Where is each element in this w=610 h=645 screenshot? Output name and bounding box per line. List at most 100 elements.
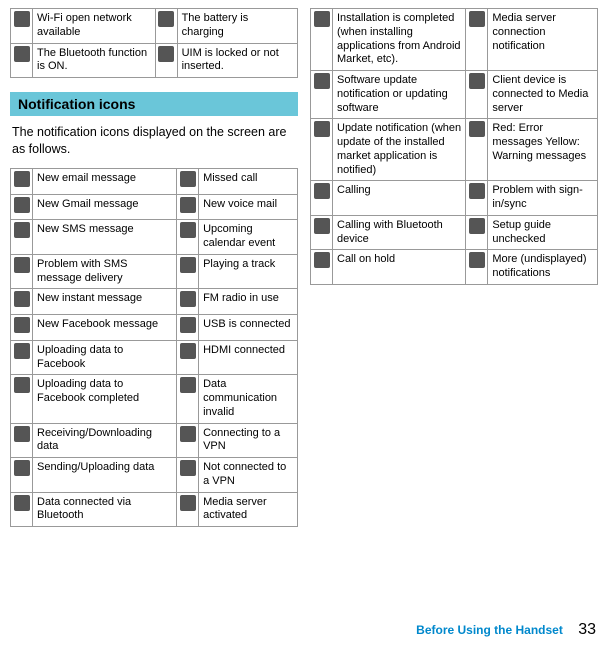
notif-icon-right <box>466 9 488 71</box>
table-row: Sending/Uploading data Not connected to … <box>11 458 298 493</box>
placeholder-icon <box>14 426 30 442</box>
status-desc-right: The battery is charging <box>177 9 297 44</box>
table-row: Wi-Fi open network available The battery… <box>11 9 298 44</box>
notif-icon-right <box>177 423 199 458</box>
status-icons-table-tail: Wi-Fi open network available The battery… <box>10 8 298 78</box>
placeholder-icon <box>180 171 196 187</box>
notif-desc-right: Not connected to a VPN <box>199 458 298 493</box>
table-row: Call on hold More (undisplayed) notifica… <box>311 250 598 285</box>
page-columns: Wi-Fi open network available The battery… <box>0 0 610 527</box>
notif-icon-left <box>311 9 333 71</box>
table-row: Software update notification or updating… <box>311 71 598 119</box>
table-row: Update notification (when update of the … <box>311 119 598 181</box>
notif-icon-left <box>11 375 33 423</box>
placeholder-icon <box>314 252 330 268</box>
placeholder-icon <box>14 291 30 307</box>
notif-desc-right: Playing a track <box>199 254 298 289</box>
notif-desc-right: Problem with sign-in/sync <box>488 181 598 216</box>
page-number: 33 <box>578 621 596 638</box>
notification-icons-heading: Notification icons <box>10 92 298 116</box>
notif-desc-right: More (undisplayed) notifications <box>488 250 598 285</box>
table-row: New Facebook message USB is connected <box>11 315 298 341</box>
notif-icon-right <box>177 458 199 493</box>
notif-icon-left <box>11 194 33 220</box>
notif-icon-right <box>466 215 488 250</box>
notif-icon-left <box>11 458 33 493</box>
status-icon-left <box>11 43 33 78</box>
table-row: New SMS message Upcoming calendar event <box>11 220 298 255</box>
table-row: Uploading data to Facebook completed Dat… <box>11 375 298 423</box>
notif-icon-right <box>466 250 488 285</box>
placeholder-icon <box>180 426 196 442</box>
notif-icon-left <box>11 423 33 458</box>
placeholder-icon <box>180 460 196 476</box>
table-row: New instant message FM radio in use <box>11 289 298 315</box>
notif-desc-left: New instant message <box>33 289 177 315</box>
notification-icons-table-left: New email message Missed call New Gmail … <box>10 168 298 527</box>
notif-desc-left: Software update notification or updating… <box>333 71 466 119</box>
notif-icon-left <box>311 215 333 250</box>
placeholder-icon <box>14 222 30 238</box>
notif-desc-left: New Gmail message <box>33 194 177 220</box>
placeholder-icon <box>14 197 30 213</box>
notif-icon-right <box>177 254 199 289</box>
notif-icon-right <box>177 375 199 423</box>
placeholder-icon <box>469 121 485 137</box>
placeholder-icon <box>469 73 485 89</box>
notif-desc-left: Installation is completed (when installi… <box>333 9 466 71</box>
notif-icon-right <box>177 315 199 341</box>
notif-desc-left: New email message <box>33 168 177 194</box>
notif-desc-left: Calling with Bluetooth device <box>333 215 466 250</box>
placeholder-icon <box>158 46 174 62</box>
status-desc-right: UIM is locked or not inserted. <box>177 43 297 78</box>
page-footer: Before Using the Handset 33 <box>416 621 596 639</box>
status-icon-right <box>155 43 177 78</box>
table-row: Uploading data to Facebook HDMI connecte… <box>11 340 298 375</box>
notif-icon-left <box>11 492 33 527</box>
notif-desc-right: Upcoming calendar event <box>199 220 298 255</box>
notif-icon-right <box>466 181 488 216</box>
notif-desc-left: Receiving/Downloading data <box>33 423 177 458</box>
placeholder-icon <box>180 197 196 213</box>
placeholder-icon <box>314 121 330 137</box>
notif-icon-left <box>11 289 33 315</box>
table-row: Problem with SMS message delivery Playin… <box>11 254 298 289</box>
notif-desc-right: Client device is connected to Media serv… <box>488 71 598 119</box>
notif-icon-right <box>177 289 199 315</box>
notif-icon-left <box>11 220 33 255</box>
notif-desc-left: Uploading data to Facebook completed <box>33 375 177 423</box>
notif-desc-right: Red: Error messages Yellow: Warning mess… <box>488 119 598 181</box>
placeholder-icon <box>14 171 30 187</box>
status-desc-left: Wi-Fi open network available <box>33 9 156 44</box>
notif-desc-right: Missed call <box>199 168 298 194</box>
notif-desc-right: New voice mail <box>199 194 298 220</box>
table-row: Calling with Bluetooth device Setup guid… <box>311 215 598 250</box>
notif-icon-right <box>177 492 199 527</box>
notif-desc-left: Update notification (when update of the … <box>333 119 466 181</box>
notif-icon-left <box>11 315 33 341</box>
placeholder-icon <box>158 11 174 27</box>
status-desc-left: The Bluetooth function is ON. <box>33 43 156 78</box>
notif-icon-right <box>466 71 488 119</box>
placeholder-icon <box>314 218 330 234</box>
notif-desc-left: Call on hold <box>333 250 466 285</box>
placeholder-icon <box>314 73 330 89</box>
notif-icon-left <box>311 181 333 216</box>
notification-icons-table-right: Installation is completed (when installi… <box>310 8 598 285</box>
notif-desc-right: Connecting to a VPN <box>199 423 298 458</box>
placeholder-icon <box>180 257 196 273</box>
notif-desc-right: FM radio in use <box>199 289 298 315</box>
table-row: New Gmail message New voice mail <box>11 194 298 220</box>
placeholder-icon <box>180 291 196 307</box>
placeholder-icon <box>14 377 30 393</box>
placeholder-icon <box>314 11 330 27</box>
placeholder-icon <box>180 343 196 359</box>
table-row: New email message Missed call <box>11 168 298 194</box>
notif-icon-left <box>11 254 33 289</box>
placeholder-icon <box>314 183 330 199</box>
table-row: Calling Problem with sign-in/sync <box>311 181 598 216</box>
notif-icon-right <box>177 194 199 220</box>
placeholder-icon <box>180 222 196 238</box>
notif-icon-left <box>11 168 33 194</box>
notif-desc-right: Setup guide unchecked <box>488 215 598 250</box>
